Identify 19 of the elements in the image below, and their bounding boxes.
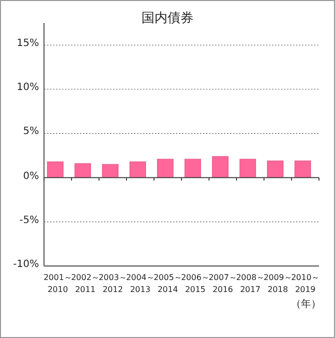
y-tick-label: 15% xyxy=(16,38,39,50)
bar xyxy=(157,158,174,178)
bar xyxy=(102,164,118,178)
y-tick-label: 10% xyxy=(16,82,39,94)
chart-title: 国内債券 xyxy=(140,10,194,27)
bar xyxy=(294,160,311,178)
y-tick-label: -10% xyxy=(12,259,39,270)
y-tick-label: 0% xyxy=(22,170,39,182)
bar xyxy=(212,156,228,178)
bar xyxy=(184,158,201,178)
x-axis-title: （年） xyxy=(291,298,321,311)
x-tick-label: 2010～2019 xyxy=(290,272,320,296)
bar xyxy=(267,160,284,178)
bar xyxy=(74,163,91,178)
y-tick-label: 5% xyxy=(22,126,39,138)
y-tick-label: -5% xyxy=(18,214,39,226)
bar xyxy=(130,161,146,178)
bar xyxy=(240,158,256,178)
bar xyxy=(47,161,64,178)
